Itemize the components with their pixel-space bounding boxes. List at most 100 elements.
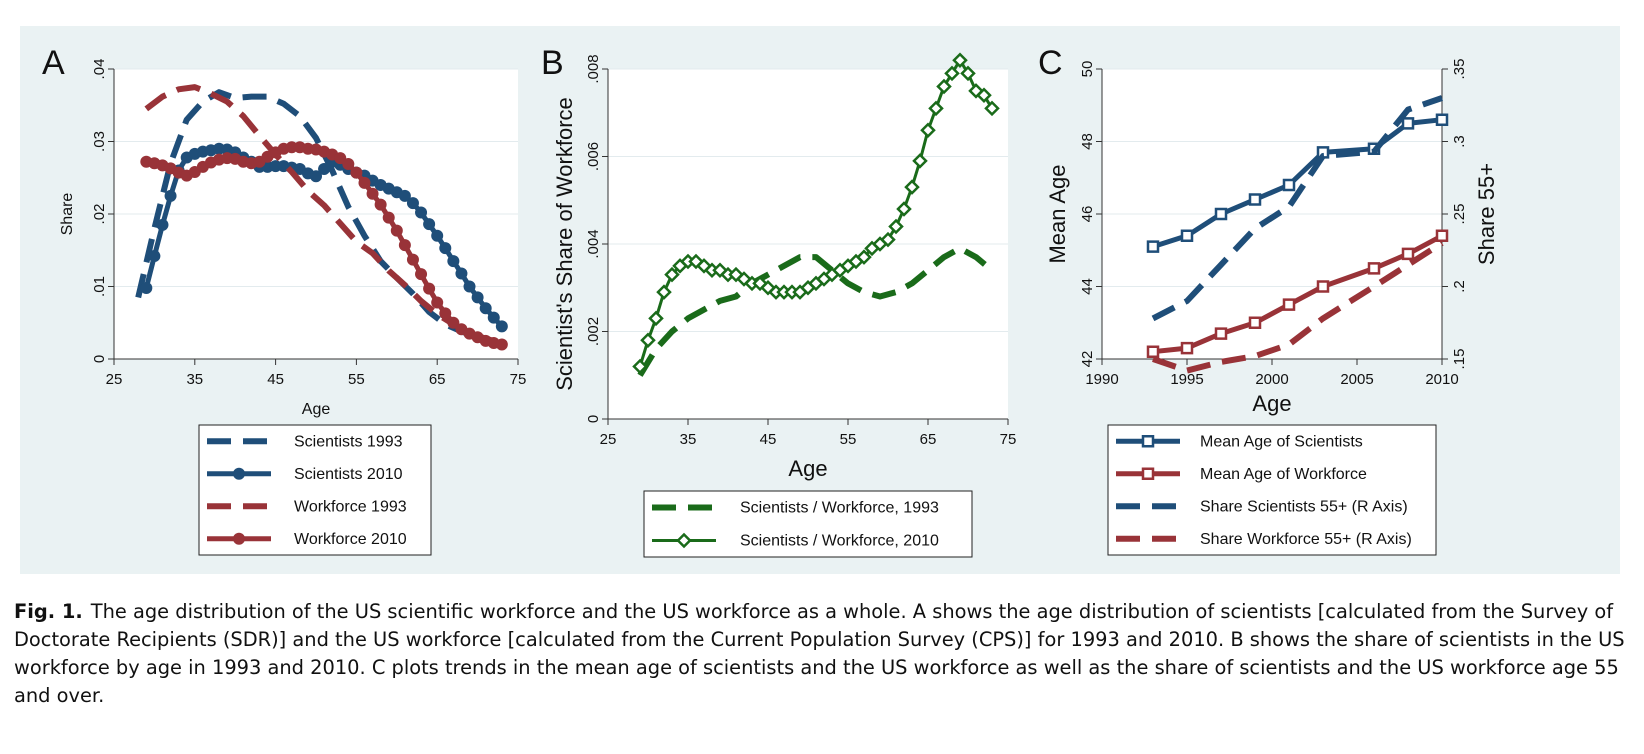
data-point	[952, 52, 968, 69]
series-line	[144, 84, 503, 346]
x-tick-label: 65	[920, 431, 937, 448]
y-tick-right-label: .15	[1451, 349, 1468, 370]
charts-canvas: A 0 .01 .02 .03 .04 25 35 45 55 65 75 Age Share Scient…	[42, 44, 1499, 558]
data-point	[439, 307, 452, 320]
data-point	[318, 163, 331, 176]
data-point	[1180, 229, 1194, 242]
x-tick-label: 45	[760, 431, 777, 448]
data-point	[382, 211, 395, 224]
legend-item: Scientists / Workforce, 2010	[652, 533, 939, 550]
data-point	[976, 87, 992, 104]
data-point	[1316, 280, 1330, 293]
y-tick-label: 48	[1079, 133, 1096, 150]
x-tick-label: 1990	[1085, 371, 1118, 388]
data-point	[928, 100, 944, 117]
y-tick-label: .01	[91, 276, 108, 297]
series-scientists-1993	[135, 89, 495, 346]
data-point	[936, 78, 952, 95]
data-point	[1435, 229, 1449, 242]
data-point	[1214, 207, 1228, 221]
x-tick-label: 75	[1000, 431, 1017, 448]
series-line	[1151, 95, 1443, 322]
y-tick-right-label: .35	[1451, 59, 1468, 80]
legend-item: Share Workforce 55+ (R Axis)	[1116, 531, 1412, 548]
figure-caption: Fig. 1. The age distribution of the US sc…	[14, 598, 1630, 710]
legend-marker	[676, 532, 692, 549]
legend-box	[1107, 424, 1437, 556]
data-point	[1248, 193, 1262, 206]
data-point	[1282, 178, 1296, 192]
data-point	[366, 187, 379, 200]
series-share-scientists-55-r-axis-	[1151, 95, 1443, 322]
panel-b: B 0 .002 .004 .006 .008 25 35 45 55 65 75 Age Scienti…	[541, 44, 1017, 558]
panel-a: A 0 .01 .02 .03 .04 25 35 45 55 65 75 Age Share Scient…	[42, 44, 526, 556]
caption-text: The age distribution of the US scientifi…	[14, 600, 1625, 707]
data-point	[439, 242, 452, 255]
data-point	[904, 179, 920, 195]
x-tick-label: 2005	[1340, 371, 1373, 388]
data-point	[447, 255, 460, 268]
legend-item: Workforce 1993	[207, 498, 407, 515]
legend-label: Mean Age of Workforce	[1200, 466, 1367, 483]
series-line	[637, 245, 994, 377]
legend-label: Share Scientists 55+ (R Axis)	[1200, 498, 1408, 515]
y-tick-label: 42	[1079, 351, 1096, 368]
y-tick-label: .004	[585, 229, 602, 258]
series-line	[135, 89, 495, 346]
data-point	[415, 268, 428, 281]
y-tick-label: 44	[1079, 278, 1096, 295]
legend-item: Mean Age of Workforce	[1116, 466, 1367, 483]
series-scientists-workforce-1993	[637, 245, 994, 377]
data-point	[390, 224, 403, 237]
series-scientists-workforce-2010	[632, 52, 1000, 375]
x-axis-title: Age	[788, 456, 827, 481]
data-point	[1367, 262, 1381, 275]
data-point	[960, 65, 976, 82]
data-point	[156, 218, 169, 231]
legend-label: Workforce 2010	[294, 531, 407, 548]
data-point	[664, 266, 680, 283]
panel-c: C 42 44 46 48 50 .15 .2 .25 .3 .35 Share 55+ 1990 199…	[1038, 44, 1499, 556]
data-point	[888, 218, 904, 235]
panel-letter: B	[541, 44, 564, 82]
legend-item: Workforce 2010	[207, 531, 407, 548]
x-tick-label: 1995	[1170, 371, 1203, 388]
y-tick-right-label: .25	[1451, 204, 1468, 225]
data-point	[140, 281, 153, 294]
y-tick-label: .04	[91, 59, 108, 80]
legend-marker	[1141, 435, 1155, 448]
data-point	[495, 338, 508, 351]
y-axis-title: Mean Age	[1045, 164, 1070, 263]
data-point	[912, 153, 928, 169]
y-tick-right-label: .3	[1451, 135, 1468, 148]
data-point	[342, 157, 355, 170]
data-point	[1248, 316, 1262, 329]
y-tick-label: .008	[585, 54, 602, 83]
data-point	[374, 198, 387, 211]
y-tick-label: .02	[91, 204, 108, 225]
y-axis-right-title: Share 55+	[1474, 163, 1499, 265]
y-tick-right-label: .2	[1451, 280, 1468, 293]
y-tick-label: 0	[91, 355, 108, 363]
data-point	[1401, 247, 1415, 261]
legend-item: Scientists 2010	[207, 466, 403, 483]
series-workforce-1993	[144, 84, 503, 346]
series-mean-age-of-workforce	[1146, 229, 1449, 358]
legend-label: Mean Age of Scientists	[1200, 433, 1363, 450]
legend: Scientists / Workforce, 1993 Scientists /…	[643, 490, 973, 558]
data-point	[455, 267, 468, 280]
data-point	[447, 316, 460, 329]
data-point	[1435, 113, 1449, 126]
legend-label: Scientists 2010	[294, 466, 403, 483]
data-point	[350, 166, 363, 179]
data-point	[944, 65, 960, 82]
legend-item: Scientists 1993	[207, 433, 403, 450]
data-point	[648, 310, 664, 327]
legend-item: Scientists / Workforce, 1993	[652, 500, 939, 517]
legend: Mean Age of Scientists Mean Age of Workfo…	[1107, 424, 1437, 556]
x-tick-label: 2000	[1255, 371, 1288, 388]
legend-item: Mean Age of Scientists	[1116, 433, 1363, 450]
series-workforce-2010	[140, 141, 508, 351]
legend-label: Scientists / Workforce, 2010	[740, 533, 939, 550]
data-point	[487, 311, 500, 324]
